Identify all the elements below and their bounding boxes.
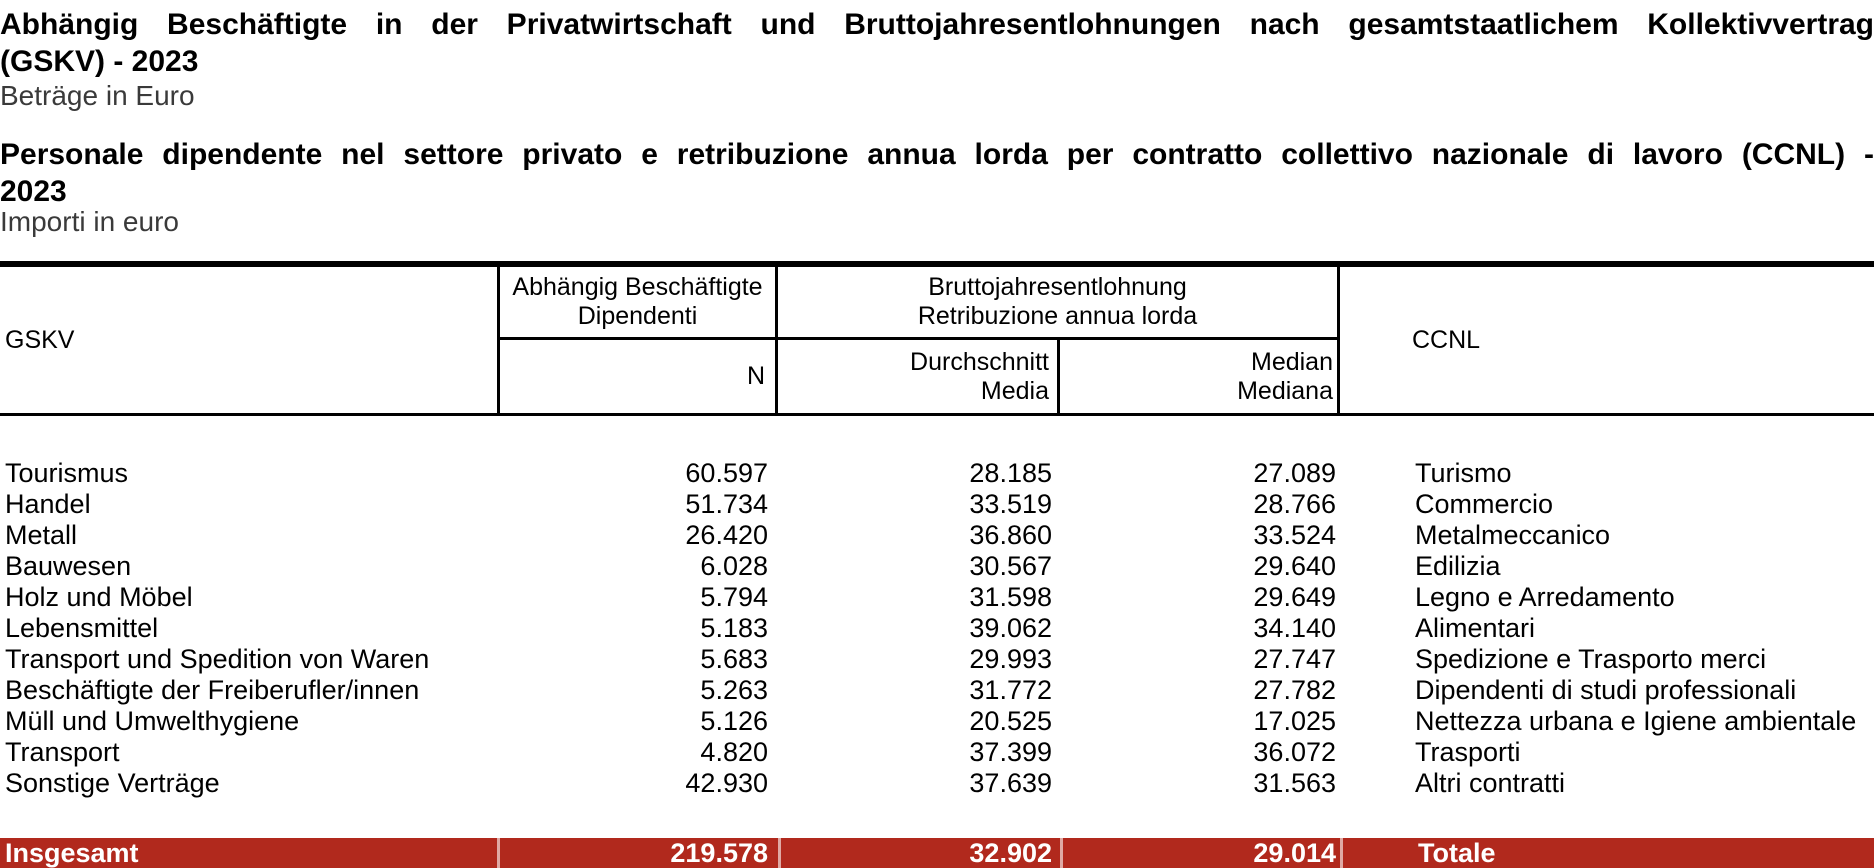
n-cell: 5.263 [700, 675, 768, 705]
median-cell: 17.025 [1253, 706, 1336, 736]
page-title-de-line1: Abhängig Beschäftigte in der Privatwirts… [0, 8, 1874, 41]
gskv-cell: Bauwesen [5, 551, 132, 581]
total-label-de: Insgesamt [0, 838, 497, 868]
header-gross-it: Retribuzione annua lorda [917, 302, 1198, 330]
ccnl-cell: Altri contratti [1415, 768, 1566, 798]
median-cell: 27.089 [1253, 458, 1336, 488]
table-row: Metall 26.420 36.860 33.524 Metalmeccani… [0, 520, 1874, 551]
ccnl-cell: Dipendenti di studi professionali [1415, 675, 1797, 705]
header-employees-de: Abhängig Beschäftigte [512, 273, 763, 301]
gskv-cell: Müll und Umwelthygiene [5, 706, 300, 736]
page-title-it-line2: 2023 [0, 175, 67, 208]
header-median-it: Mediana [1237, 376, 1333, 405]
n-cell: 5.183 [700, 613, 768, 643]
gskv-cell: Handel [5, 489, 91, 519]
table-row: Handel 51.734 33.519 28.766 Commercio [0, 489, 1874, 520]
table-row: Transport 4.820 37.399 36.072 Trasporti [0, 737, 1874, 768]
total-mean: 32.902 [778, 838, 1060, 868]
table-row: Lebensmittel 5.183 39.062 34.140 Aliment… [0, 613, 1874, 644]
gskv-cell: Tourismus [5, 458, 129, 488]
n-cell: 5.683 [700, 644, 768, 674]
subtitle-de: Beträge in Euro [0, 80, 195, 111]
mean-cell: 33.519 [969, 489, 1052, 519]
page-title-de-line2: (GSKV) - 2023 [0, 45, 199, 78]
page-title-it: Personale dipendente nel settore privato… [0, 136, 1874, 210]
median-cell: 36.072 [1253, 737, 1336, 767]
title-block: Abhängig Beschäftigte in der Privatwirts… [0, 0, 1874, 261]
table-row: Müll und Umwelthygiene 5.126 20.525 17.0… [0, 706, 1874, 737]
ccnl-cell: Commercio [1415, 489, 1554, 519]
median-cell: 28.766 [1253, 489, 1336, 519]
n-cell: 4.820 [700, 737, 768, 767]
n-cell: 5.794 [700, 582, 768, 612]
n-cell: 6.028 [700, 551, 768, 581]
table-row: Holz und Möbel 5.794 31.598 29.649 Legno… [0, 582, 1874, 613]
table-body: Tourismus 60.597 28.185 27.089 Turismo H… [0, 416, 1874, 799]
gskv-cell: Beschäftigte der Freiberufler/innen [5, 675, 420, 705]
ccnl-cell: Alimentari [1415, 613, 1536, 643]
median-cell: 27.782 [1253, 675, 1336, 705]
header-n-label: N [497, 340, 778, 413]
header-employees: Abhängig Beschäftigte Dipendenti [497, 267, 778, 340]
table-row: Tourismus 60.597 28.185 27.089 Turismo [0, 458, 1874, 489]
mean-cell: 36.860 [969, 520, 1052, 550]
header-gross-pay: Bruttojahresentlohnung Retribuzione annu… [778, 267, 1340, 340]
header-mean-de: Durchschnitt [910, 347, 1049, 376]
total-n: 219.578 [497, 838, 778, 868]
median-cell: 34.140 [1253, 613, 1336, 643]
table-row: Beschäftigte der Freiberufler/innen 5.26… [0, 675, 1874, 706]
gskv-cell: Metall [5, 520, 78, 550]
mean-cell: 31.598 [969, 582, 1052, 612]
mean-cell: 37.639 [969, 768, 1052, 798]
mean-cell: 29.993 [969, 644, 1052, 674]
n-cell: 60.597 [685, 458, 768, 488]
header-gross-de: Bruttojahresentlohnung [928, 273, 1187, 301]
mean-cell: 30.567 [969, 551, 1052, 581]
ccnl-cell: Edilizia [1415, 551, 1501, 581]
table-header: GSKV Abhängig Beschäftigte Dipendenti Br… [0, 261, 1874, 416]
header-mean: Durchschnitt Media [778, 340, 1060, 413]
mean-cell: 39.062 [969, 613, 1052, 643]
ccnl-cell: Nettezza urbana e Igiene ambientale [1415, 706, 1857, 736]
header-ccnl-label: CCNL [1412, 325, 1481, 354]
total-median: 29.014 [1060, 838, 1340, 868]
ccnl-cell: Trasporti [1415, 737, 1521, 767]
mean-cell: 37.399 [969, 737, 1052, 767]
median-cell: 31.563 [1253, 768, 1336, 798]
total-label-it: Totale [1340, 838, 1874, 868]
n-cell: 51.734 [685, 489, 768, 519]
n-cell: 5.126 [700, 706, 768, 736]
ccnl-cell: Legno e Arredamento [1415, 582, 1675, 612]
table-row: Bauwesen 6.028 30.567 29.640 Edilizia [0, 551, 1874, 582]
n-cell: 26.420 [685, 520, 768, 550]
table-row: Transport und Spedition von Waren 5.683 … [0, 644, 1874, 675]
ccnl-cell: Metalmeccanico [1415, 520, 1611, 550]
gskv-cell: Holz und Möbel [5, 582, 193, 612]
ccnl-cell: Spedizione e Trasporto merci [1415, 644, 1767, 674]
header-employees-it: Dipendenti [577, 302, 698, 330]
mean-cell: 31.772 [969, 675, 1052, 705]
median-cell: 33.524 [1253, 520, 1336, 550]
median-cell: 27.747 [1253, 644, 1336, 674]
page-title-it-line1: Personale dipendente nel settore privato… [0, 138, 1874, 171]
header-median: Median Mediana [1060, 340, 1340, 413]
page-title-de: Abhängig Beschäftigte in der Privatwirts… [0, 6, 1874, 80]
header-gskv-label: GSKV [5, 325, 75, 354]
gskv-cell: Sonstige Verträge [5, 768, 220, 798]
total-row: Insgesamt 219.578 32.902 29.014 Totale [0, 838, 1874, 868]
mean-cell: 20.525 [969, 706, 1052, 736]
gskv-cell: Transport und Spedition von Waren [5, 644, 430, 674]
gskv-cell: Transport [5, 737, 120, 767]
gskv-cell: Lebensmittel [5, 613, 159, 643]
n-cell: 42.930 [685, 768, 768, 798]
subtitle-it: Importi in euro [0, 206, 179, 237]
median-cell: 29.640 [1253, 551, 1336, 581]
median-cell: 29.649 [1253, 582, 1336, 612]
mean-cell: 28.185 [969, 458, 1052, 488]
header-median-de: Median [1251, 347, 1333, 376]
table-row: Sonstige Verträge 42.930 37.639 31.563 A… [0, 768, 1874, 799]
ccnl-cell: Turismo [1415, 458, 1512, 488]
header-mean-it: Media [980, 376, 1049, 405]
